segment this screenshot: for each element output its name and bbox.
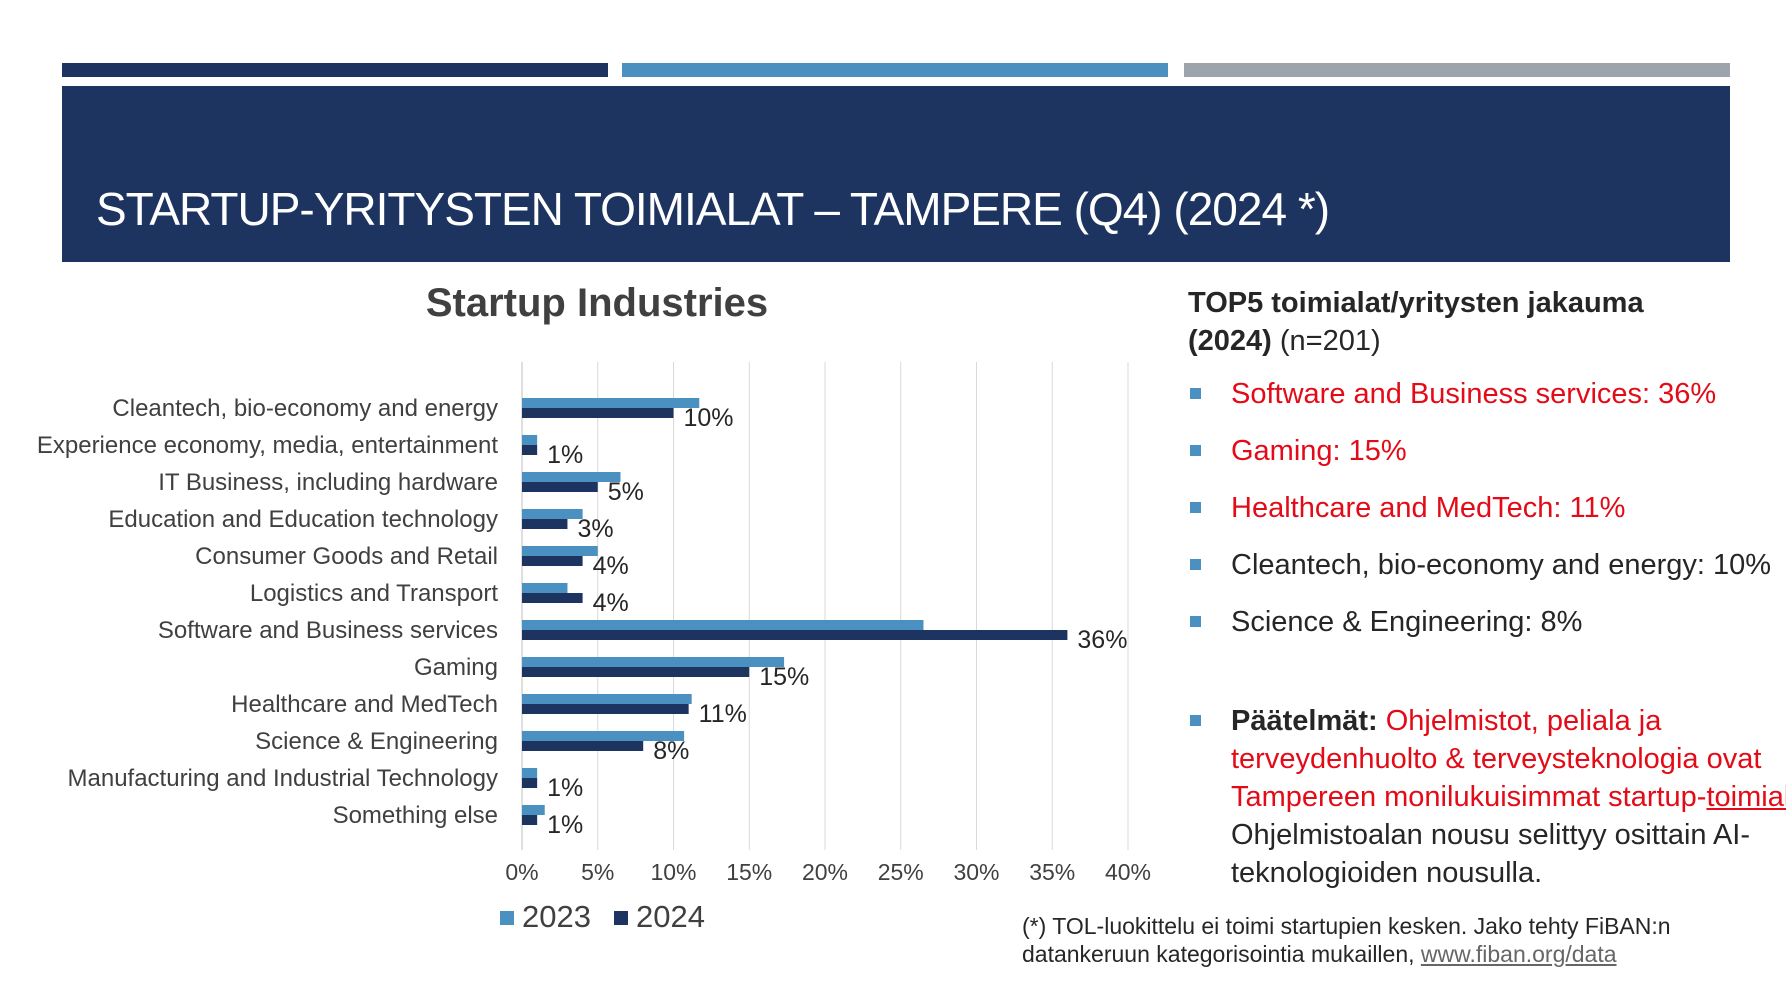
data-label: 10% <box>684 404 734 432</box>
bar-2023 <box>522 583 568 593</box>
data-label: 5% <box>608 478 644 506</box>
bar-2023 <box>522 472 621 482</box>
bar-2023 <box>522 546 598 556</box>
data-label: 11% <box>699 700 747 728</box>
bar-2024 <box>522 445 538 455</box>
top5-item-text: Cleantech, bio-economy and energy: 10% <box>1231 549 1772 581</box>
bar-2024 <box>522 630 1068 640</box>
legend-swatch-2024 <box>614 911 628 925</box>
category-label: Education and Education technology <box>108 506 498 533</box>
bar-2023 <box>522 731 685 741</box>
top5-item-text: Science & Engineering: 8% <box>1231 606 1583 638</box>
bar-2024 <box>522 704 689 714</box>
top-bar-grey <box>1184 63 1730 77</box>
category-label: Science & Engineering <box>255 728 498 755</box>
bar-2024 <box>522 593 583 603</box>
x-tick-label: 25% <box>878 859 924 885</box>
bar-2023 <box>522 805 545 815</box>
bar-2024 <box>522 815 538 825</box>
bar-2023 <box>522 657 785 667</box>
bullet-square-icon <box>1190 502 1201 513</box>
bullet-square-icon <box>1190 388 1201 399</box>
bar-2023 <box>522 694 692 704</box>
category-label: Manufacturing and Industrial Technology <box>68 765 499 792</box>
data-label: 3% <box>577 515 613 543</box>
data-label: 8% <box>653 737 689 765</box>
x-tick-label: 15% <box>726 859 772 885</box>
bar-2024 <box>522 778 538 788</box>
chart-title: Startup Industries <box>426 281 768 325</box>
top5-heading-year: (2024) <box>1188 325 1272 357</box>
top5-heading-title: TOP5 toimialat/yritysten jakauma <box>1188 287 1644 319</box>
footnote-link[interactable]: www.fiban.org/data <box>1420 941 1617 967</box>
top5-panel: TOP5 toimialat/yritysten jakauma (2024) … <box>1188 284 1786 889</box>
category-label: Cleantech, bio-economy and energy <box>112 395 498 422</box>
x-tick-label: 10% <box>650 859 696 885</box>
top5-item: Science & Engineering: 8% <box>1188 604 1786 661</box>
top5-item: Healthcare and MedTech: 11% <box>1188 490 1786 547</box>
bullet-square-icon <box>1190 616 1201 627</box>
conclusion-label: Päätelmät: <box>1231 705 1378 737</box>
data-label: 1% <box>547 774 583 802</box>
bar-2024 <box>522 556 583 566</box>
footnote-text: (*) TOL-luokittelu ei toimi startupien k… <box>1022 913 1671 967</box>
footnote: (*) TOL-luokittelu ei toimi startupien k… <box>1022 912 1742 968</box>
conclusion: Päätelmät: Ohjelmistot, peliala ja terve… <box>1188 702 1786 892</box>
bullet-square-icon <box>1190 445 1201 456</box>
bullet-square-icon <box>1190 715 1201 726</box>
bar-2024 <box>522 667 750 677</box>
page-title: STARTUP-YRITYSTEN TOIMIALAT – TAMPERE (Q… <box>96 183 1330 235</box>
bar-2024 <box>522 741 644 751</box>
conclusion-highlight: Ohjelmistot, peliala ja terveydenhuolto … <box>1231 705 1762 813</box>
data-label: 4% <box>593 589 629 617</box>
category-label: Logistics and Transport <box>250 580 498 607</box>
top5-item: Software and Business services: 36% <box>1188 376 1786 433</box>
x-tick-label: 5% <box>581 859 614 885</box>
x-tick-label: 20% <box>802 859 848 885</box>
category-label: Gaming <box>414 654 498 681</box>
bullet-square-icon <box>1190 559 1201 570</box>
category-label: Something else <box>333 802 498 829</box>
top5-heading-n: (n=201) <box>1271 325 1381 357</box>
conclusion-rest: . Ohjelmistoalan nousu selittyy osittain… <box>1231 819 1751 889</box>
data-label: 36% <box>1077 626 1127 654</box>
data-label: 1% <box>547 811 583 839</box>
x-tick-label: 30% <box>953 859 999 885</box>
bar-2024 <box>522 408 674 418</box>
top-bar-navy <box>62 63 608 77</box>
legend-swatch-2023 <box>500 911 514 925</box>
legend-label: 2023 <box>522 899 591 934</box>
top5-item: Gaming: 15% <box>1188 433 1786 490</box>
bar-2023 <box>522 398 700 408</box>
category-label: Experience economy, media, entertainment <box>37 432 498 459</box>
top-bar-blue <box>622 63 1168 77</box>
bar-2023 <box>522 620 924 630</box>
data-label: 15% <box>759 663 809 691</box>
bar-2023 <box>522 768 538 778</box>
top5-list: Software and Business services: 36% Gami… <box>1188 376 1786 661</box>
top5-item: Cleantech, bio-economy and energy: 10% <box>1188 547 1786 604</box>
bar-2023 <box>522 435 538 445</box>
data-label: 4% <box>593 552 629 580</box>
category-label: Software and Business services <box>158 617 498 644</box>
category-label: Consumer Goods and Retail <box>195 543 498 570</box>
bar-2024 <box>522 519 568 529</box>
title-banner: STARTUP-YRITYSTEN TOIMIALAT – TAMPERE (Q… <box>62 86 1730 262</box>
top5-item-text: Gaming: 15% <box>1231 435 1407 467</box>
bar-2023 <box>522 509 583 519</box>
top5-item-text: Software and Business services: 36% <box>1231 378 1717 410</box>
x-tick-label: 35% <box>1029 859 1075 885</box>
top5-heading: TOP5 toimialat/yritysten jakauma (2024) … <box>1188 284 1778 360</box>
conclusion-highlight-underlined: toimialat <box>1706 781 1786 813</box>
x-tick-label: 40% <box>1105 859 1151 885</box>
x-tick-label: 0% <box>505 859 538 885</box>
top5-item-text: Healthcare and MedTech: 11% <box>1231 492 1626 524</box>
bar-2024 <box>522 482 598 492</box>
startup-industries-chart: Startup Industries 0% 5% 10% 15% 20% 25% 30% 35%… <box>37 281 1151 934</box>
category-label: Healthcare and MedTech <box>231 691 498 718</box>
legend-label: 2024 <box>636 899 705 934</box>
data-label: 1% <box>547 441 583 469</box>
category-label: IT Business, including hardware <box>158 469 498 496</box>
